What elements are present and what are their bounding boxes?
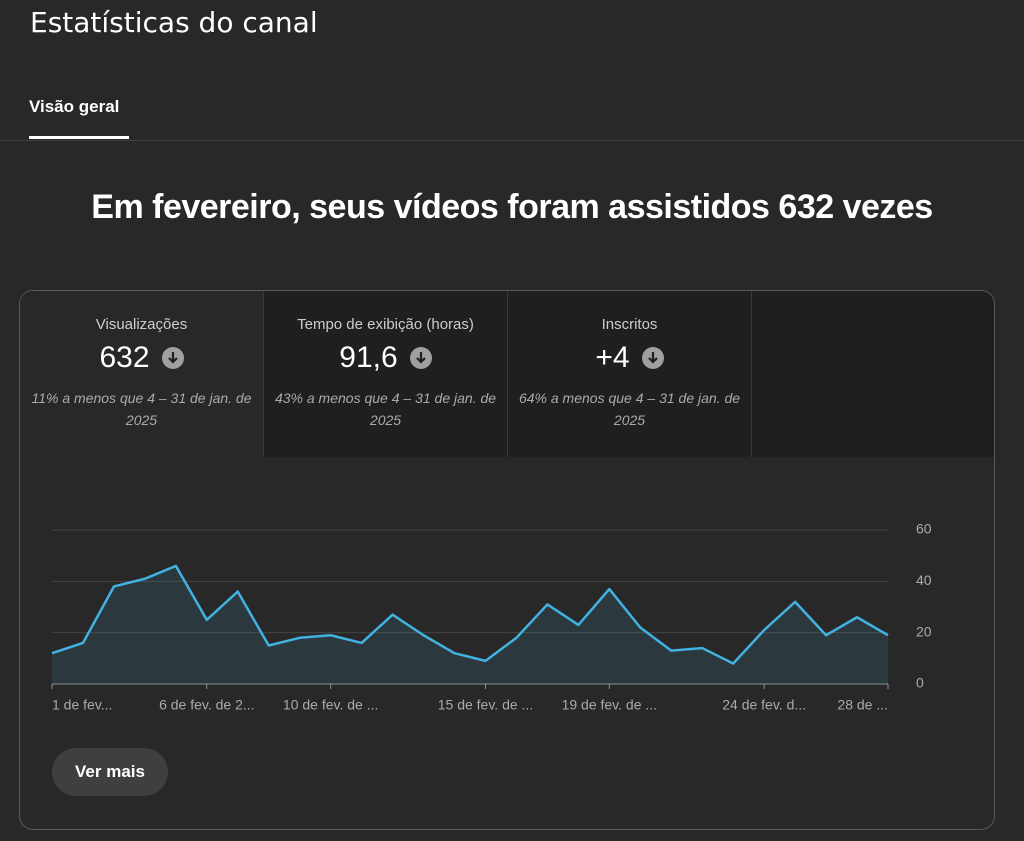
metric-note: 43% a menos que 4 – 31 de jan. de 2025: [274, 390, 497, 428]
stats-card: Visualizações 632 11% a menos que 4 – 31…: [19, 290, 995, 830]
area: [52, 565, 888, 684]
x-tick-label: 10 de fev. de ...: [283, 697, 378, 713]
metric-note: 11% a menos que 4 – 31 de jan. de 2025: [31, 390, 252, 428]
y-tick-label: 0: [916, 675, 924, 691]
x-tick-label: 28 de ...: [837, 697, 888, 713]
metric-label: Tempo de exibição (horas): [297, 316, 474, 333]
y-tick-label: 60: [916, 521, 932, 537]
metric-tab[interactable]: Tempo de exibição (horas) 91,6 43% a men…: [264, 291, 508, 457]
page-title: Estatísticas do canal: [30, 6, 318, 39]
x-tick-label: 6 de fev. de 2...: [159, 697, 254, 713]
metric-value: 632: [99, 341, 150, 374]
down-icon: [161, 347, 184, 369]
metric-value: +4: [595, 341, 630, 374]
metric-value: 91,6: [339, 341, 398, 374]
see-more-button[interactable]: Ver mais: [52, 748, 168, 796]
tab-indicator: [29, 136, 129, 139]
down-icon: [641, 347, 664, 369]
x-tick-label: 15 de fev. de ...: [438, 697, 533, 713]
metric-label: Visualizações: [95, 316, 188, 333]
y-tick-label: 20: [916, 623, 932, 639]
y-tick-label: 40: [916, 572, 932, 588]
x-tick-label: 24 de fev. d...: [722, 697, 806, 713]
metric-label: Inscritos: [601, 316, 658, 333]
divider: [0, 140, 1024, 141]
down-icon: [409, 347, 432, 369]
headline: Em fevereiro, seus vídeos foram assistid…: [91, 188, 933, 226]
metric-note: 64% a menos que 4 – 31 de jan. de 2025: [518, 390, 741, 428]
metric-row: 632: [20, 341, 263, 375]
tab[interactable]: Visão geral: [29, 97, 120, 116]
metric-tab[interactable]: Inscritos +4 64% a menos que 4 – 31 de j…: [508, 291, 752, 457]
metric-tab[interactable]: Visualizações 632 11% a menos que 4 – 31…: [20, 291, 264, 457]
x-tick-label: 1 de fev...: [52, 697, 112, 713]
line: [51, 564, 889, 665]
metric-row: 91,6: [264, 341, 507, 375]
x-tick-label: 19 de fev. de ...: [562, 697, 657, 713]
metric-row: +4: [508, 341, 751, 375]
